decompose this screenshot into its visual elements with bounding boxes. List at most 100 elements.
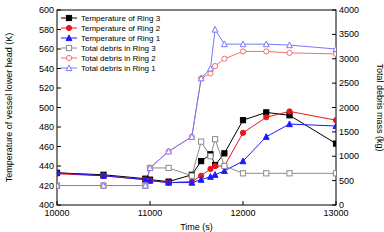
y-tick-label: 420 [39,181,54,191]
x-tick [57,201,58,205]
point [240,171,245,176]
point [199,76,204,81]
point [166,179,172,185]
point [222,163,227,168]
y-tick-label: 440 [39,161,54,171]
chart: 1000011000120001300040042044046048050052… [0,0,384,232]
y2-tick-label: 1000 [339,151,359,161]
point [213,137,218,142]
x-axis-title: Time (s) [180,222,213,232]
y-tick-label: 500 [39,103,54,113]
point [264,171,269,176]
x-tick [150,201,151,205]
point [147,165,153,171]
y-tick [57,88,61,89]
point [101,183,106,188]
point [208,65,214,71]
point [101,183,106,188]
point [147,165,152,170]
x-tick [336,201,337,205]
y-tick-label: 600 [39,5,54,15]
y2-tick [332,10,336,11]
point [263,41,269,47]
point [101,172,106,177]
point [147,177,152,182]
point [240,41,246,47]
y-tick [57,68,61,69]
legend-marker [66,25,71,30]
point [208,154,213,159]
point [333,123,336,129]
y2-tick [332,205,336,206]
point [222,41,228,47]
y-tick [57,107,61,108]
point [166,179,171,184]
point [212,172,218,178]
point [189,134,194,139]
point [147,178,153,184]
point [57,183,60,188]
point [57,170,60,176]
point [222,163,227,168]
point [264,49,269,54]
y-tick [57,127,61,128]
point [287,121,293,127]
y2-tick [332,131,336,132]
point [189,173,194,178]
series-line [57,51,336,185]
x-tick-label: 13000 [323,208,348,218]
legend-marker [66,55,71,60]
point [57,182,60,188]
y2-tick-label: 2500 [339,78,359,88]
y2-tick [332,180,336,181]
y-tick [57,166,61,167]
series-line [57,112,336,181]
point [287,171,292,176]
point [101,173,106,178]
point [143,183,148,188]
point [147,165,152,170]
y2-tick [332,83,336,84]
point [189,172,194,177]
point [166,165,171,170]
y-tick [57,49,61,50]
series-line [57,139,336,185]
point [287,109,292,114]
point [57,170,60,175]
x-tick-label: 12000 [230,208,255,218]
point [264,115,269,120]
legend-marker [66,65,72,71]
point [189,134,195,140]
point [166,180,171,185]
plot-area [57,26,336,188]
y2-tick-label: 3000 [339,54,359,64]
point [213,63,218,68]
point [240,158,246,164]
series-line [57,111,336,182]
y2-tick [332,107,336,108]
y-tick [57,205,61,206]
legend-label: Temperature of Ring 2 [81,24,161,33]
y-tick [57,10,61,11]
y2-tick [332,34,336,35]
y-tick-label: 480 [39,122,54,132]
point [333,141,336,146]
y2-tick [332,156,336,157]
legend-label: Total debris in Ring 2 [81,54,156,63]
y2-tick [332,58,336,59]
y-tick-label: 460 [39,142,54,152]
point [212,26,218,32]
x-tick-label: 11000 [138,208,162,218]
point [57,183,60,188]
y-tick-label: 520 [39,83,54,93]
legend-label: Temperature of Ring 1 [81,34,161,43]
point [240,49,245,54]
y2-tick-label: 0 [339,200,344,210]
y-tick-label: 400 [39,200,54,210]
point [287,50,292,55]
x-tick [243,201,244,205]
point [101,182,107,188]
legend-marker [66,15,71,20]
legend-label: Total debris in Ring 1 [81,64,156,73]
y2-tick-label: 500 [339,176,354,186]
